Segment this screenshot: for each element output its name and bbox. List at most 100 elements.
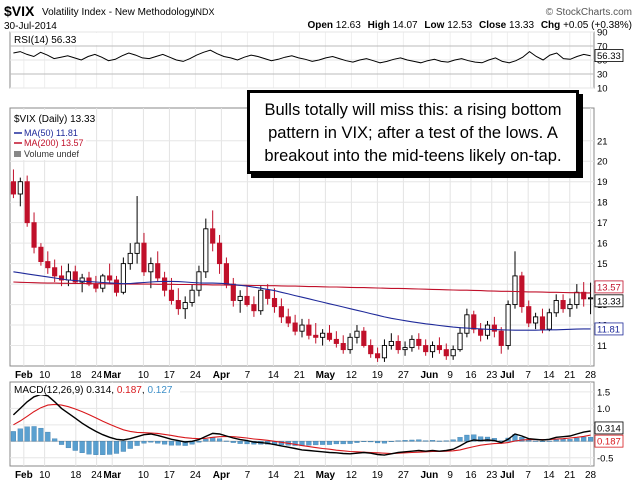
macd-legend-text: MACD(12,26,9) 0.314, 0.187, 0.127 [14, 385, 173, 396]
macd-histogram-bar [120, 441, 126, 452]
price-x-tick-label: 10 [39, 370, 51, 381]
macd-x-tick-label: Feb [15, 470, 33, 481]
price-x-tick-label: 28 [585, 370, 597, 381]
candle [484, 324, 491, 336]
price-x-tick-label: 24 [190, 370, 202, 381]
macd-histogram-bar [148, 441, 154, 443]
candle [244, 295, 250, 306]
candle [478, 328, 484, 336]
candle [203, 228, 209, 273]
macd-x-tick-label: Mar [103, 470, 121, 481]
price-legend-symbol: $VIX (Daily) 13.33 [14, 114, 96, 125]
price-y-tick-label: 16 [597, 239, 608, 250]
price-x-tick-label: 24 [91, 370, 103, 381]
macd-callout: 0.314 [597, 423, 621, 434]
price-x-tick-label: 7 [525, 370, 531, 381]
macd-histogram-bar [17, 428, 23, 442]
candle [292, 322, 298, 332]
candle [216, 242, 223, 265]
macd-histogram-bar [450, 439, 456, 442]
price-x-tick-label: 17 [164, 370, 176, 381]
macd-histogram-bar [65, 441, 71, 449]
candle [258, 289, 264, 312]
candle [450, 349, 456, 357]
candle [553, 300, 559, 314]
macd-histogram-bar [581, 436, 587, 442]
price-x-tick-label: 9 [447, 370, 453, 381]
candle [196, 271, 202, 291]
candle [306, 324, 312, 336]
macd-histogram-bar [402, 440, 408, 442]
candle [395, 340, 401, 351]
rsi-y-tick-label: 90 [597, 28, 608, 39]
macd-histogram-bar [155, 441, 161, 444]
price-y-tick-label: 11 [597, 341, 607, 352]
macd-histogram-bar [340, 441, 346, 445]
macd-histogram-bar [306, 441, 312, 446]
price-x-tick-label: Jul [500, 370, 515, 381]
price-x-tick-label: 27 [398, 370, 410, 381]
candle [38, 246, 44, 263]
macd-histogram-bar [196, 441, 202, 443]
candle [429, 345, 436, 353]
candle [120, 263, 126, 293]
macd-x-tick-label: 7 [525, 470, 531, 481]
macd-histogram-bar [354, 441, 360, 443]
macd-histogram-bar [24, 426, 30, 442]
macd-histogram-bar [162, 441, 168, 445]
macd-histogram-bar [429, 440, 436, 442]
candle [374, 353, 381, 359]
macd-histogram-bar [86, 441, 92, 455]
macd-histogram-bar [368, 441, 374, 443]
candle [388, 340, 394, 346]
candle [175, 300, 181, 310]
macd-x-tick-label: 21 [564, 470, 576, 481]
macd-x-tick-label: Jul [500, 470, 515, 481]
macd-histogram-bar [72, 441, 78, 451]
candle [533, 316, 539, 324]
candle [381, 345, 388, 359]
candle [65, 271, 71, 281]
close-callout-box [594, 294, 624, 308]
macd-histogram-bar [31, 426, 37, 442]
candle [127, 252, 133, 265]
macd-histogram-bar [203, 439, 209, 442]
macd-histogram-bar [388, 441, 394, 442]
candle [320, 332, 326, 338]
macd-histogram-bar [333, 441, 339, 445]
macd-histogram-bar [560, 439, 566, 442]
symbol-label: $VIX [4, 3, 35, 19]
candle [416, 338, 422, 346]
macd-x-tick-label: 18 [70, 470, 82, 481]
macd-histogram-bar [237, 441, 243, 444]
candle [464, 314, 470, 334]
candle [423, 345, 429, 353]
macd-x-tick-label: May [316, 470, 336, 481]
macd-histogram-bar [347, 441, 353, 444]
candle [278, 306, 284, 318]
macd-histogram-bar [230, 441, 236, 443]
price-y-tick-label: 15 [597, 259, 608, 270]
candle [230, 283, 236, 301]
close-callout: 13.33 [597, 296, 621, 307]
candle [560, 300, 566, 310]
macd-histogram-bar [457, 437, 463, 442]
rsi-y-tick-label: 30 [597, 70, 608, 81]
ma50-callout: 11.81 [597, 324, 620, 335]
macd-histogram-bar [326, 441, 333, 445]
macd-histogram-bar [113, 441, 120, 454]
macd-x-tick-label: 14 [543, 470, 555, 481]
macd-x-tick-label: Jun [420, 470, 438, 481]
macd-histogram-bar [223, 440, 229, 442]
macd-histogram-bar [244, 441, 250, 445]
macd-histogram-bar [546, 440, 552, 442]
candle [148, 263, 154, 273]
macd-histogram-bar [539, 441, 546, 442]
candle [347, 336, 353, 351]
macd-y-tick-label: 1.5 [597, 387, 610, 398]
macd-histogram-bar [574, 437, 580, 442]
price-x-tick-label: 12 [346, 370, 358, 381]
macd-x-tick-label: 10 [138, 470, 150, 481]
candle [265, 289, 271, 299]
